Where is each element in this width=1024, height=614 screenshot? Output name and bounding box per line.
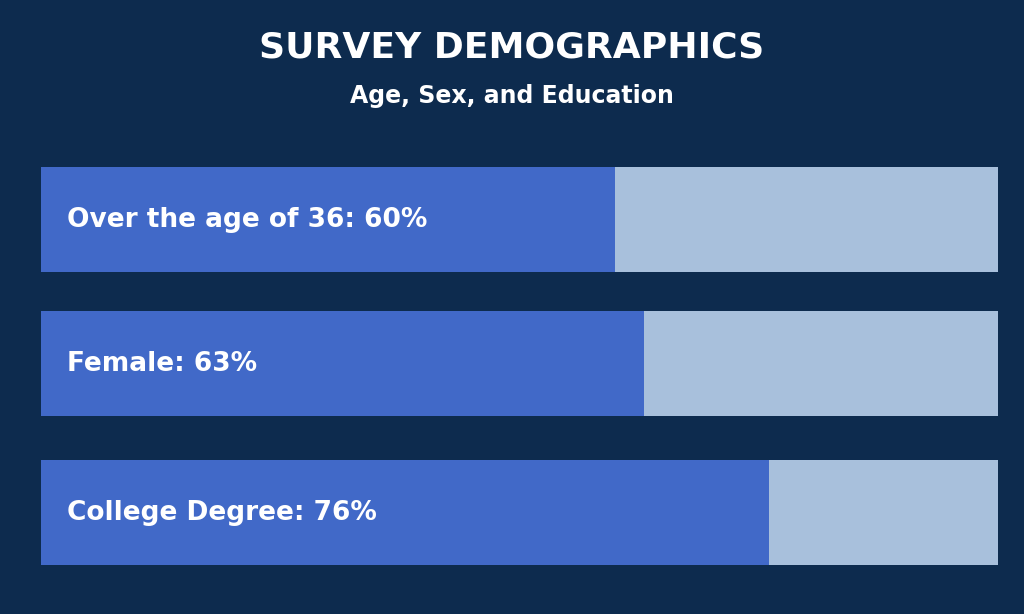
- Text: College Degree: 76%: College Degree: 76%: [67, 500, 377, 526]
- FancyBboxPatch shape: [41, 311, 998, 416]
- FancyBboxPatch shape: [41, 168, 615, 272]
- Text: Female: 63%: Female: 63%: [67, 351, 257, 377]
- FancyBboxPatch shape: [41, 168, 998, 272]
- FancyBboxPatch shape: [41, 460, 769, 565]
- Text: SURVEY DEMOGRAPHICS: SURVEY DEMOGRAPHICS: [259, 31, 765, 65]
- FancyBboxPatch shape: [41, 460, 998, 565]
- Text: Over the age of 36: 60%: Over the age of 36: 60%: [67, 207, 427, 233]
- FancyBboxPatch shape: [41, 311, 644, 416]
- Text: Age, Sex, and Education: Age, Sex, and Education: [350, 84, 674, 107]
